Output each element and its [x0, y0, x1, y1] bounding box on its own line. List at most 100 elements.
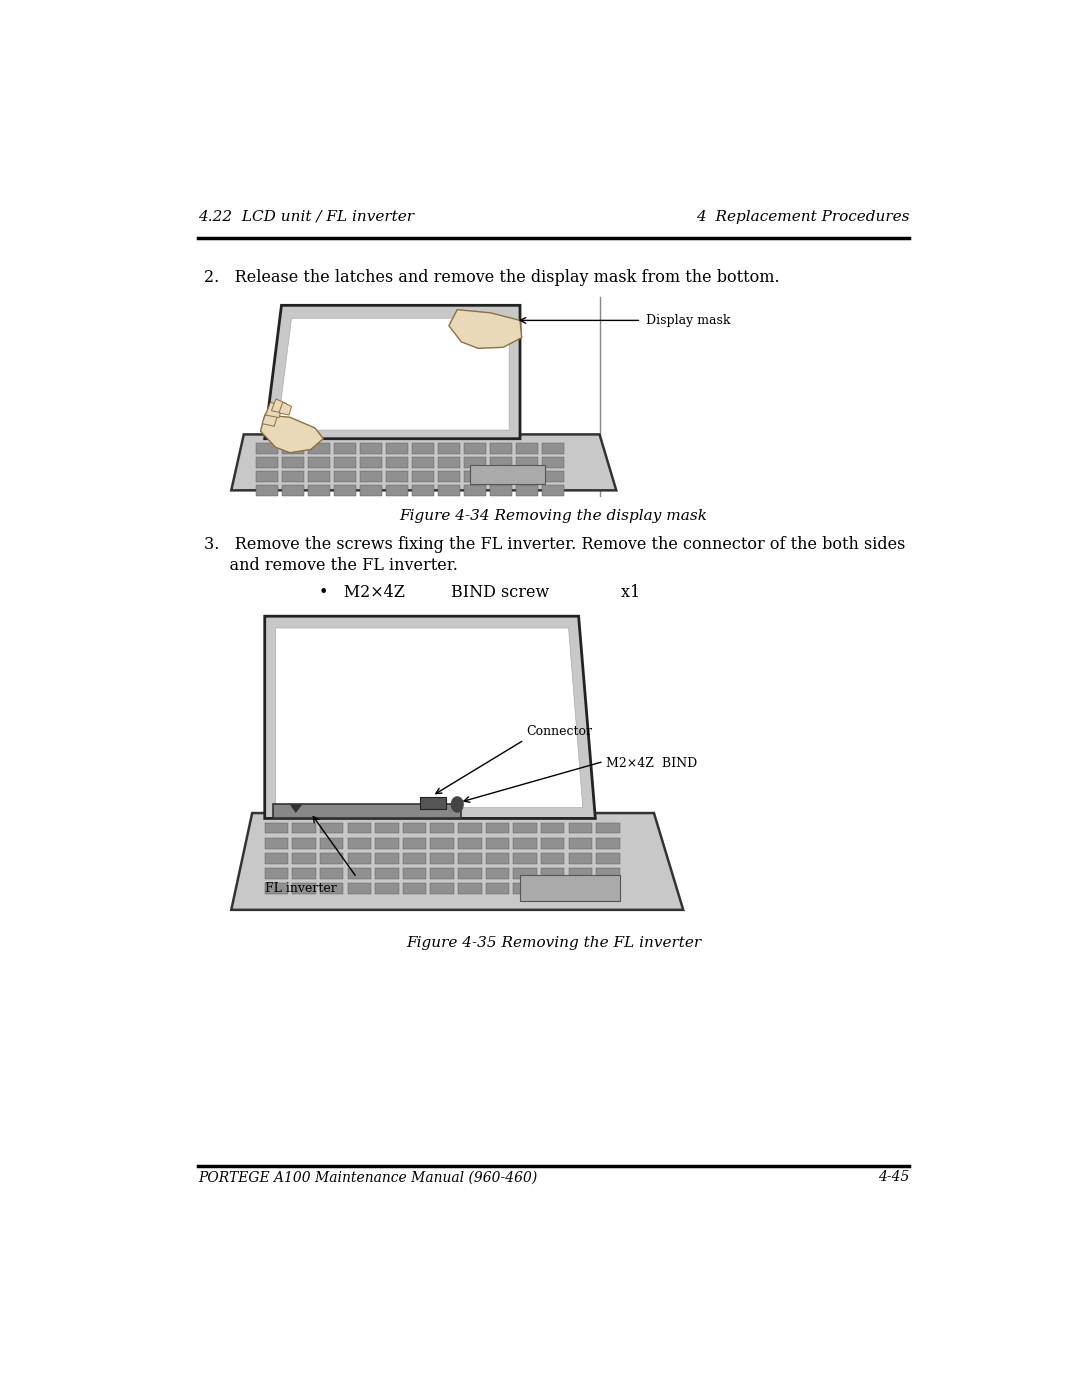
Polygon shape [490, 457, 512, 468]
Polygon shape [438, 485, 460, 496]
Polygon shape [387, 457, 408, 468]
Polygon shape [265, 823, 288, 834]
Polygon shape [334, 471, 356, 482]
Text: Display mask: Display mask [646, 314, 730, 327]
Polygon shape [431, 823, 454, 834]
Polygon shape [513, 883, 537, 894]
Polygon shape [375, 852, 399, 863]
Polygon shape [403, 852, 427, 863]
Polygon shape [413, 485, 434, 496]
Polygon shape [431, 852, 454, 863]
Polygon shape [387, 485, 408, 496]
Polygon shape [282, 485, 305, 496]
Text: 3.   Remove the screws fixing the FL inverter. Remove the connector of the both : 3. Remove the screws fixing the FL inver… [204, 535, 905, 553]
Polygon shape [265, 838, 288, 848]
Polygon shape [541, 852, 565, 863]
Polygon shape [334, 485, 356, 496]
Polygon shape [360, 471, 382, 482]
Polygon shape [265, 868, 288, 879]
Polygon shape [513, 868, 537, 879]
Text: and remove the FL inverter.: and remove the FL inverter. [204, 557, 458, 574]
Circle shape [451, 796, 463, 812]
Polygon shape [431, 868, 454, 879]
Polygon shape [360, 443, 382, 454]
Polygon shape [438, 471, 460, 482]
Polygon shape [470, 465, 545, 483]
Polygon shape [413, 471, 434, 482]
Polygon shape [513, 838, 537, 848]
Polygon shape [282, 443, 305, 454]
Polygon shape [490, 471, 512, 482]
Polygon shape [438, 457, 460, 468]
Polygon shape [348, 838, 372, 848]
Polygon shape [568, 883, 592, 894]
Polygon shape [278, 319, 509, 430]
Polygon shape [334, 443, 356, 454]
Text: 2.   Release the latches and remove the display mask from the bottom.: 2. Release the latches and remove the di… [204, 268, 780, 286]
Text: 4  Replacement Procedures: 4 Replacement Procedures [696, 210, 909, 224]
Polygon shape [256, 485, 279, 496]
Polygon shape [262, 411, 278, 426]
Polygon shape [568, 868, 592, 879]
Polygon shape [360, 485, 382, 496]
Polygon shape [271, 400, 286, 414]
Polygon shape [464, 443, 486, 454]
Polygon shape [486, 883, 509, 894]
Polygon shape [458, 883, 482, 894]
Polygon shape [596, 838, 620, 848]
Polygon shape [231, 813, 684, 909]
Polygon shape [293, 852, 315, 863]
Polygon shape [513, 852, 537, 863]
Polygon shape [265, 852, 288, 863]
Text: Figure 4-35 Removing the FL inverter: Figure 4-35 Removing the FL inverter [406, 936, 701, 950]
Polygon shape [320, 852, 343, 863]
Polygon shape [265, 306, 521, 439]
Polygon shape [293, 883, 315, 894]
Polygon shape [542, 471, 564, 482]
Polygon shape [541, 838, 565, 848]
Polygon shape [260, 415, 323, 453]
Polygon shape [458, 852, 482, 863]
Polygon shape [486, 823, 509, 834]
Polygon shape [521, 876, 620, 901]
Polygon shape [542, 485, 564, 496]
Polygon shape [431, 883, 454, 894]
Polygon shape [449, 310, 522, 348]
Polygon shape [568, 823, 592, 834]
Polygon shape [293, 868, 315, 879]
Polygon shape [320, 868, 343, 879]
Polygon shape [375, 868, 399, 879]
Polygon shape [387, 443, 408, 454]
Text: 4.22  LCD unit / FL inverter: 4.22 LCD unit / FL inverter [198, 210, 414, 224]
Polygon shape [348, 883, 372, 894]
Polygon shape [289, 805, 302, 813]
Polygon shape [403, 838, 427, 848]
Polygon shape [458, 868, 482, 879]
Polygon shape [431, 838, 454, 848]
Polygon shape [348, 823, 372, 834]
Polygon shape [541, 868, 565, 879]
Polygon shape [265, 616, 595, 819]
Polygon shape [231, 434, 617, 490]
Polygon shape [308, 443, 330, 454]
Polygon shape [413, 457, 434, 468]
Polygon shape [320, 823, 343, 834]
Text: •   M2×4Z         BIND screw              x1: • M2×4Z BIND screw x1 [320, 584, 640, 601]
Polygon shape [486, 838, 509, 848]
Polygon shape [464, 471, 486, 482]
Polygon shape [458, 823, 482, 834]
Text: M2×4Z  BIND: M2×4Z BIND [606, 757, 698, 770]
Polygon shape [256, 471, 279, 482]
Polygon shape [568, 838, 592, 848]
Text: Figure 4-34 Removing the display mask: Figure 4-34 Removing the display mask [400, 509, 707, 522]
Polygon shape [490, 443, 512, 454]
Polygon shape [282, 471, 305, 482]
Polygon shape [413, 443, 434, 454]
Polygon shape [320, 883, 343, 894]
Polygon shape [387, 471, 408, 482]
Polygon shape [256, 443, 279, 454]
Polygon shape [375, 883, 399, 894]
Polygon shape [308, 485, 330, 496]
Polygon shape [265, 883, 288, 894]
Polygon shape [308, 457, 330, 468]
